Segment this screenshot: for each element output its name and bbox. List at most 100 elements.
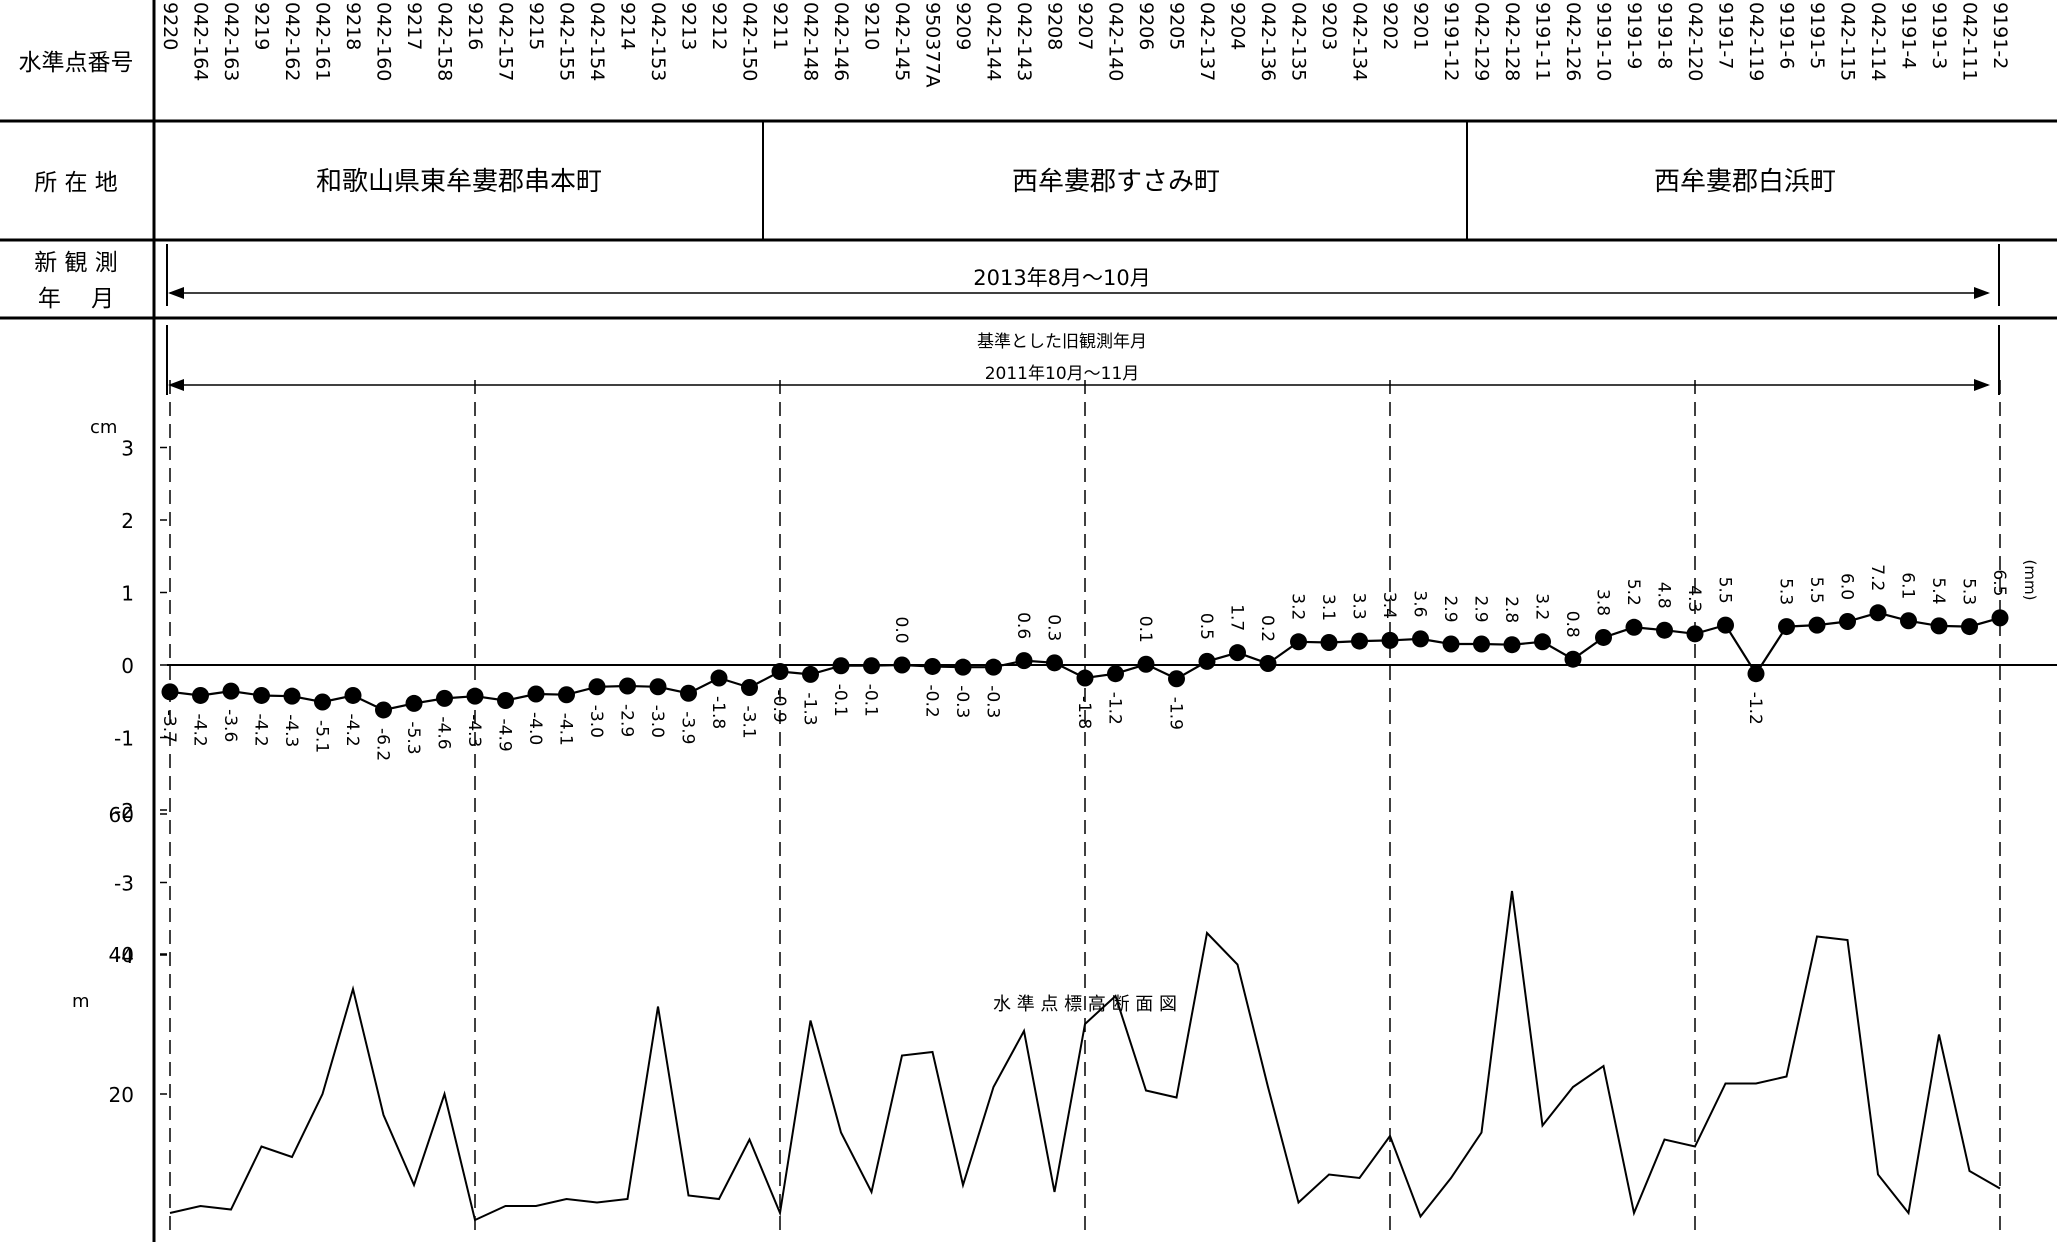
station-label: 9191-2 [1989, 2, 2011, 69]
displacement-point [375, 701, 392, 719]
new-obs-arrow-left-head [168, 287, 184, 299]
station-label: 042-162 [281, 2, 303, 81]
displacement-value-label: -3.7 [159, 710, 179, 743]
station-label: 042-126 [1562, 2, 1584, 81]
displacement-value-label: 5.3 [1959, 578, 1979, 605]
station-label: 9202 [1379, 2, 1401, 50]
displacement-point [680, 684, 697, 702]
displacement-point [497, 692, 514, 710]
displacement-point [1991, 609, 2009, 627]
header-observation-line2: 年 月 [38, 286, 114, 312]
station-label: 042-128 [1501, 2, 1523, 81]
displacement-value-label: -4.0 [525, 712, 545, 745]
base-obs-label: 基準とした旧観測年月 [977, 332, 1147, 352]
displacement-point [527, 685, 545, 703]
station-label: 9191-12 [1440, 2, 1462, 81]
displacement-value-label: -4.6 [434, 716, 454, 749]
new-obs-arrow-right-head [1974, 287, 1990, 299]
station-label: 9216 [464, 2, 486, 50]
displacement-point [314, 693, 331, 711]
station-label: 042-148 [800, 2, 822, 81]
station-label: 9201 [1410, 2, 1432, 50]
elevation-profile-line [169, 890, 2001, 1222]
displacement-point [1595, 628, 1612, 646]
station-label: 9191-9 [1623, 2, 1645, 69]
station-label: 042-111 [1959, 2, 1981, 81]
displacement-tick-label: -1 [114, 727, 134, 751]
station-label: 042-150 [739, 2, 761, 81]
displacement-value-label: 0.1 [1135, 616, 1155, 643]
displacement-point [1656, 621, 1673, 639]
elevation-tick-label: 60 [109, 803, 134, 827]
displacement-point [1046, 654, 1063, 672]
displacement-tick-label: 0 [121, 654, 134, 678]
displacement-tick-label: 1 [121, 582, 134, 606]
displacement-series [161, 604, 2009, 719]
elevation-axis: 60 40 20 [109, 803, 167, 1107]
displacement-unit-note: (mm) [2021, 560, 2039, 601]
displacement-value-label: 5.5 [1806, 577, 1826, 604]
displacement-point [1412, 630, 1429, 648]
header-station-id: 水準点番号 [19, 50, 134, 76]
displacement-point [1137, 655, 1155, 673]
station-label: 9215 [525, 2, 547, 50]
displacement-value-label: 5.3 [1776, 578, 1796, 605]
station-label: 9204 [1227, 2, 1249, 50]
displacement-point [1839, 613, 1856, 630]
displacement-value-label: -4.3 [464, 714, 484, 747]
displacement-point [1869, 604, 1887, 622]
station-label: 9191-11 [1532, 2, 1554, 81]
location-kushimoto: 和歌山県東牟婁郡串本町 [316, 167, 602, 197]
elevation-series [169, 890, 2001, 1222]
displacement-value-label: 6.5 [1989, 569, 2009, 596]
displacement-value-label: -3.0 [647, 705, 667, 738]
location-susami: 西牟婁郡すさみ町 [1012, 167, 1220, 197]
displacement-point [161, 683, 179, 701]
displacement-point [283, 687, 301, 705]
displacement-point [1381, 631, 1399, 649]
station-label: 042-129 [1471, 2, 1493, 81]
displacement-point [253, 686, 270, 704]
displacement-value-label: 2.9 [1440, 596, 1460, 623]
displacement-value-label: 0.8 [1562, 611, 1582, 638]
station-label: 042-115 [1837, 2, 1859, 81]
displacement-value-label: 5.2 [1623, 579, 1643, 606]
displacement-point [954, 658, 972, 676]
displacement-value-label: -3.6 [220, 709, 240, 742]
displacement-point [802, 665, 819, 683]
station-label: 042-160 [373, 2, 395, 81]
displacement-axis-unit: cm [90, 417, 117, 438]
displacement-value-label: -1.8 [708, 696, 728, 729]
displacement-value-label: 2.9 [1471, 596, 1491, 623]
displacement-value-label: 0.3 [1044, 614, 1064, 641]
displacement-value-label: -0.3 [983, 685, 1003, 718]
displacement-point [192, 686, 209, 704]
displacement-point [710, 669, 728, 687]
station-label: 9207 [1074, 2, 1096, 50]
base-obs-period: 2011年10月～11月 [985, 364, 1140, 384]
station-label: 042-144 [983, 2, 1005, 81]
station-label: 042-140 [1105, 2, 1127, 81]
displacement-value-label: 4.3 [1684, 585, 1704, 612]
displacement-point [405, 694, 423, 712]
displacement-point [741, 678, 758, 696]
displacement-value-label: -3.1 [739, 706, 759, 739]
base-obs-arrow-left-head [168, 379, 184, 391]
station-label: 042-135 [1288, 2, 1310, 81]
displacement-value-label: -0.3 [952, 685, 972, 718]
displacement-point [1168, 670, 1185, 688]
displacement-value-label: -4.2 [342, 714, 362, 747]
displacement-value-label: -1.2 [1105, 692, 1125, 725]
station-label: 042-163 [220, 2, 242, 81]
station-label: 042-161 [312, 2, 334, 81]
station-label: 9191-3 [1928, 2, 1950, 69]
displacement-tick-label: 3 [121, 437, 134, 461]
displacement-value-label: -1.2 [1745, 692, 1765, 725]
displacement-point [344, 686, 362, 704]
displacement-value-label: -1.3 [800, 692, 820, 725]
station-label: 042-119 [1745, 2, 1767, 81]
displacement-value-label: 1.7 [1227, 604, 1247, 631]
station-label: 950377A [922, 2, 944, 88]
displacement-point [1259, 655, 1277, 673]
displacement-point [1076, 669, 1094, 687]
